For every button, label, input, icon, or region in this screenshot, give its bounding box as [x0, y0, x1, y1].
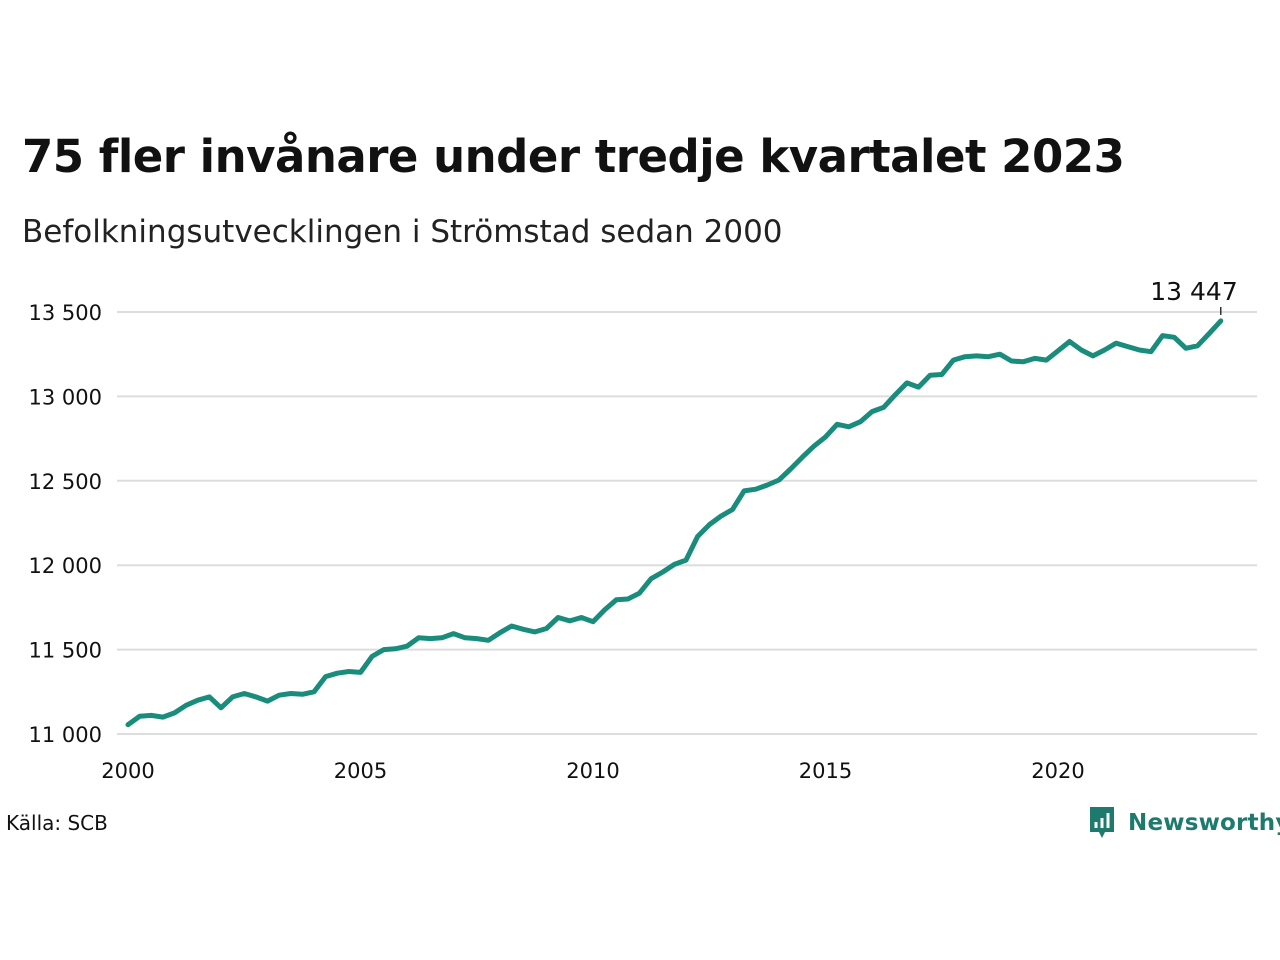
x-tick-label: 2010 [566, 759, 619, 783]
grid-lines [117, 311, 1257, 735]
y-tick-label: 11 000 [29, 723, 102, 747]
y-tick-label: 13 000 [29, 385, 102, 409]
source-credit: Källa: SCB [6, 811, 108, 835]
x-tick-label: 2015 [799, 759, 852, 783]
annotation-label: 13 447 [1150, 277, 1237, 306]
bar-chart-speech-bubble-icon [1090, 807, 1114, 838]
x-axis-tick-labels: 2000 2005 2010 2015 2020 [101, 759, 1084, 783]
series-layer [125, 318, 1224, 728]
x-tick-label: 2020 [1031, 759, 1084, 783]
y-tick-label: 12 000 [29, 554, 102, 578]
population-series-line [125, 318, 1224, 728]
newsworthy-brand[interactable]: Newsworthy [1088, 803, 1280, 843]
y-tick-label: 13 500 [29, 301, 102, 325]
y-tick-label: 11 500 [29, 639, 102, 663]
x-tick-label: 2005 [334, 759, 387, 783]
chart-title: 75 fler invånare under tredje kvartalet … [22, 130, 1125, 183]
brand-name: Newsworthy [1128, 810, 1280, 836]
chart-subtitle: Befolkningsutvecklingen i Strömstad seda… [22, 214, 783, 250]
end-value-annotation: 13 447 [1150, 277, 1238, 315]
y-axis-tick-labels: 11 000 11 500 12 000 12 500 13 000 13 500 [29, 301, 102, 747]
y-tick-label: 12 500 [29, 470, 102, 494]
x-tick-label: 2000 [101, 759, 154, 783]
